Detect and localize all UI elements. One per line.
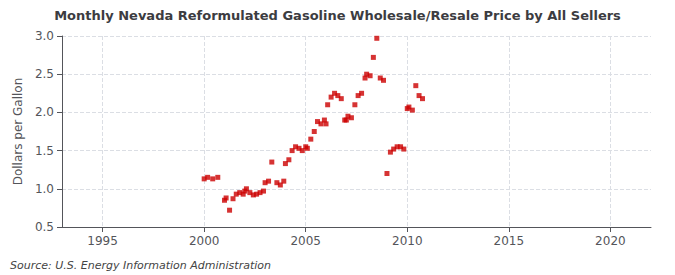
svg-text:2.0: 2.0 bbox=[35, 105, 54, 119]
svg-text:Monthly Nevada Reformulated Ga: Monthly Nevada Reformulated Gasoline Who… bbox=[54, 8, 621, 23]
svg-text:0.5: 0.5 bbox=[35, 220, 54, 234]
svg-text:Source: U.S. Energy Informatio: Source: U.S. Energy Information Administ… bbox=[10, 259, 271, 272]
svg-text:1.0: 1.0 bbox=[35, 182, 54, 196]
svg-text:2000: 2000 bbox=[189, 234, 220, 248]
svg-text:Dollars per Gallon: Dollars per Gallon bbox=[11, 78, 25, 186]
svg-text:2010: 2010 bbox=[392, 234, 423, 248]
svg-text:1995: 1995 bbox=[87, 234, 118, 248]
svg-text:2015: 2015 bbox=[494, 234, 525, 248]
svg-text:2020: 2020 bbox=[595, 234, 626, 248]
svg-text:2005: 2005 bbox=[290, 234, 321, 248]
svg-text:3.0: 3.0 bbox=[35, 29, 54, 43]
svg-text:1.5: 1.5 bbox=[35, 144, 54, 158]
svg-text:2.5: 2.5 bbox=[35, 67, 54, 81]
